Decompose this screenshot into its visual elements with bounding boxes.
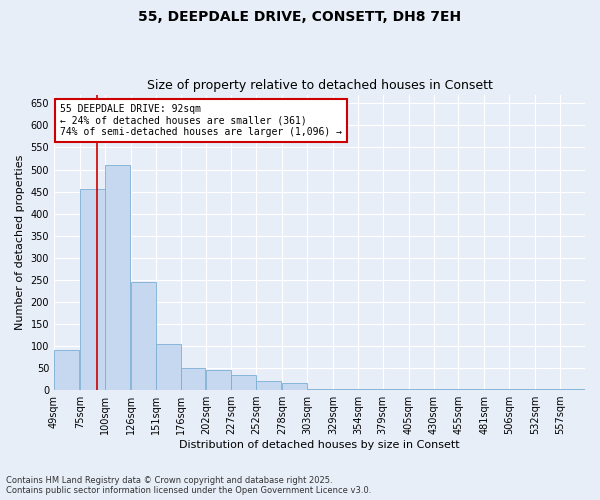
Bar <box>105 165 130 390</box>
Bar <box>383 389 407 390</box>
Bar <box>181 368 205 390</box>
Bar <box>458 389 484 390</box>
Bar <box>535 389 560 390</box>
Bar <box>509 389 534 390</box>
Y-axis label: Number of detached properties: Number of detached properties <box>15 154 25 330</box>
Text: 55, DEEPDALE DRIVE, CONSETT, DH8 7EH: 55, DEEPDALE DRIVE, CONSETT, DH8 7EH <box>139 10 461 24</box>
Bar <box>131 282 155 390</box>
X-axis label: Distribution of detached houses by size in Consett: Distribution of detached houses by size … <box>179 440 460 450</box>
Bar <box>560 389 585 390</box>
Bar <box>484 389 509 390</box>
Title: Size of property relative to detached houses in Consett: Size of property relative to detached ho… <box>146 79 493 92</box>
Bar <box>409 389 434 390</box>
Bar <box>256 382 281 390</box>
Bar <box>434 389 458 390</box>
Text: Contains HM Land Registry data © Crown copyright and database right 2025.
Contai: Contains HM Land Registry data © Crown c… <box>6 476 371 495</box>
Bar <box>80 190 105 390</box>
Bar <box>232 374 256 390</box>
Bar <box>282 384 307 390</box>
Bar <box>358 389 383 390</box>
Text: 55 DEEPDALE DRIVE: 92sqm
← 24% of detached houses are smaller (361)
74% of semi-: 55 DEEPDALE DRIVE: 92sqm ← 24% of detach… <box>60 104 342 138</box>
Bar <box>54 350 79 390</box>
Bar <box>155 344 181 390</box>
Bar <box>307 389 332 390</box>
Bar <box>206 370 232 390</box>
Bar <box>333 389 358 390</box>
